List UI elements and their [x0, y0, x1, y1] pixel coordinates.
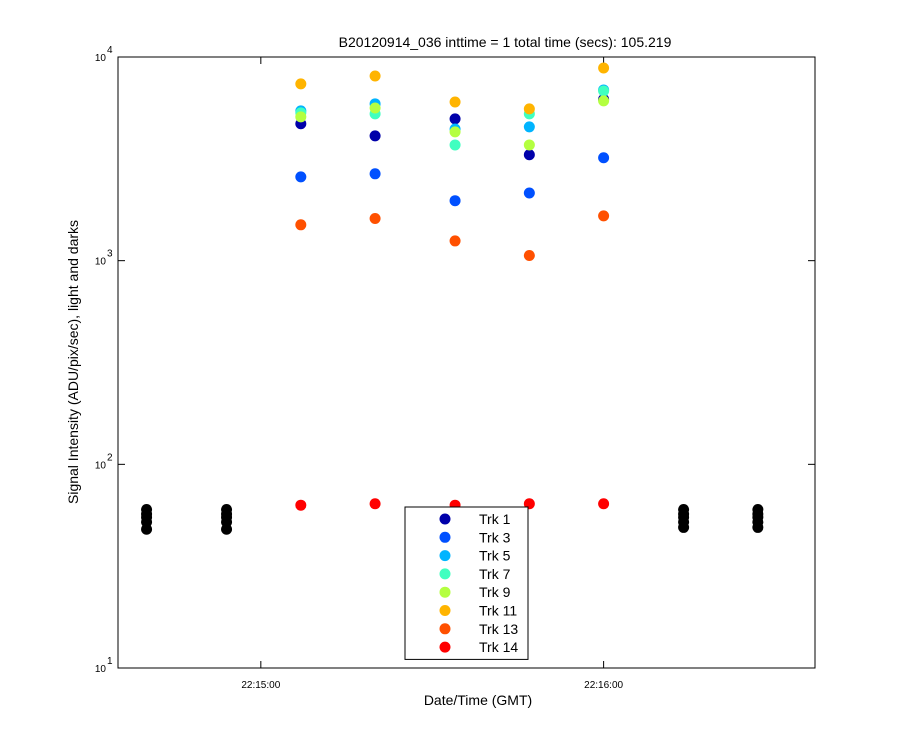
point [369, 213, 381, 225]
point [523, 250, 535, 262]
y-tick-label: 10 [95, 664, 107, 675]
chart-title: B20120914_036 inttime = 1 total time (se… [339, 34, 672, 50]
point [295, 219, 307, 231]
point [449, 96, 461, 108]
point [598, 210, 610, 222]
y-tick-exponent: 1 [107, 656, 113, 667]
point [369, 498, 381, 510]
point [523, 103, 535, 115]
point [752, 504, 764, 516]
x-axis-label: Date/Time (GMT) [424, 692, 532, 708]
legend-marker [439, 513, 451, 525]
point [598, 152, 610, 164]
point [295, 171, 307, 183]
legend-label: Trk 9 [479, 584, 511, 600]
legend-label: Trk 7 [479, 566, 511, 582]
point [295, 499, 307, 511]
y-axis-label: Signal Intensity (ADU/pix/sec), light an… [65, 220, 81, 504]
x-tick-label: 22:16:00 [584, 680, 623, 691]
legend-marker [439, 623, 451, 635]
point [523, 187, 535, 199]
point [523, 139, 535, 151]
legend-label: Trk 3 [479, 529, 511, 545]
point [369, 130, 381, 142]
legend-label: Trk 1 [479, 511, 511, 527]
y-tick-label: 10 [95, 257, 107, 268]
legend-label: Trk 13 [479, 621, 518, 637]
legend-label: Trk 11 [479, 603, 517, 619]
legend-marker [439, 605, 451, 616]
point [523, 149, 535, 161]
legend-marker [439, 641, 451, 653]
legend-marker [439, 531, 451, 543]
point [449, 139, 461, 151]
legend [404, 506, 529, 660]
point [598, 498, 610, 510]
point [449, 235, 461, 247]
point [449, 126, 461, 138]
point [295, 111, 307, 123]
point [295, 78, 307, 90]
point [598, 85, 610, 97]
point [449, 113, 461, 125]
y-tick-exponent: 2 [107, 452, 113, 463]
y-tick-label: 10 [95, 53, 107, 64]
legend-marker [439, 568, 451, 580]
point [369, 168, 381, 180]
point [598, 62, 610, 74]
y-tick-label: 10 [95, 460, 107, 471]
point [678, 504, 690, 516]
point [449, 195, 461, 207]
point [369, 102, 381, 114]
point [598, 95, 610, 107]
legend-marker [439, 586, 451, 598]
point [523, 121, 535, 133]
point [141, 504, 153, 516]
y-tick-exponent: 4 [107, 45, 113, 56]
point [221, 504, 233, 516]
legend-label: Trk 14 [479, 639, 518, 655]
point [369, 70, 381, 82]
legend-label: Trk 5 [479, 548, 511, 564]
x-tick-label: 22:15:00 [241, 680, 280, 691]
y-tick-exponent: 3 [107, 249, 113, 260]
legend-marker [439, 550, 451, 562]
